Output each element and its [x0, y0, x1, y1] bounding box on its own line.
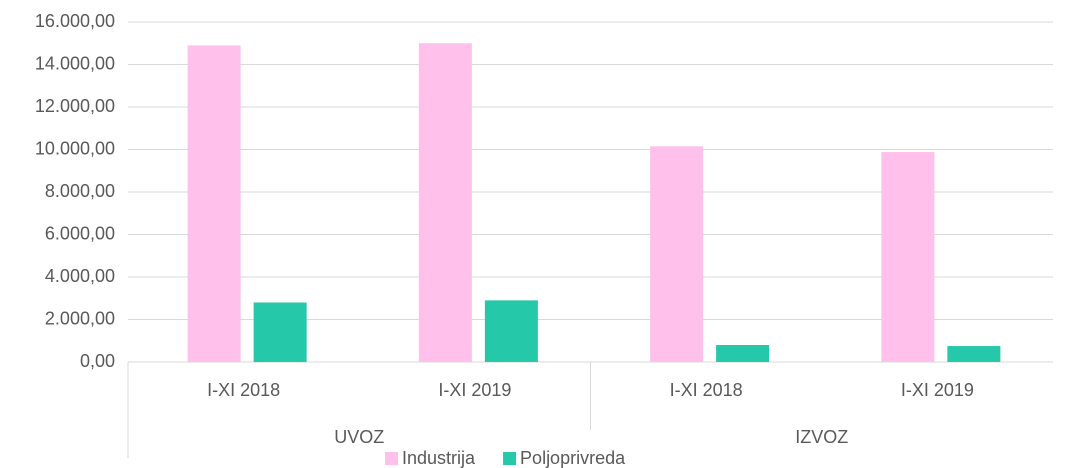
- y-tick-label: 8.000,00: [45, 181, 115, 201]
- bar: [947, 346, 1001, 362]
- y-tick-label: 6.000,00: [45, 223, 115, 243]
- y-tick-label: 2.000,00: [45, 308, 115, 328]
- y-tick-label: 16.000,00: [35, 11, 115, 31]
- bar: [716, 345, 770, 362]
- y-tick-label: 0,00: [80, 351, 115, 371]
- legend-swatch: [385, 452, 398, 465]
- legend-label: Poljoprivreda: [520, 448, 626, 468]
- x-tick-label: I-XI 2018: [670, 380, 743, 400]
- legend-swatch: [503, 452, 517, 465]
- y-tick-label: 12.000,00: [35, 96, 115, 116]
- bar: [418, 43, 472, 362]
- x-tick-label: I-XI 2019: [438, 380, 511, 400]
- legend-label: Industrija: [402, 448, 476, 468]
- group-label: IZVOZ: [795, 427, 848, 447]
- x-tick-label: I-XI 2019: [901, 380, 974, 400]
- y-tick-label: 4.000,00: [45, 266, 115, 286]
- bar: [484, 300, 538, 362]
- bar: [253, 302, 307, 362]
- group-label: UVOZ: [334, 427, 384, 447]
- y-tick-label: 14.000,00: [35, 53, 115, 73]
- bar: [650, 146, 704, 362]
- y-tick-label: 10.000,00: [35, 138, 115, 158]
- bar: [881, 152, 935, 362]
- x-tick-label: I-XI 2018: [207, 380, 280, 400]
- bar: [187, 45, 241, 362]
